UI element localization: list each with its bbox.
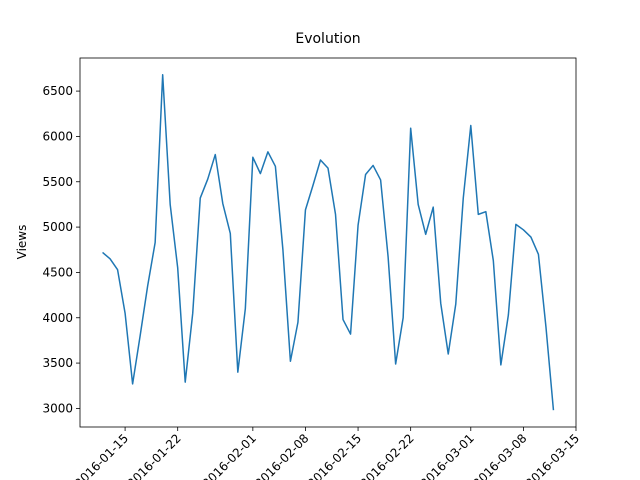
x-tick-label: 2016-03-15 (523, 431, 582, 480)
y-axis-label: Views (15, 225, 29, 260)
y-tick-label: 5000 (42, 220, 73, 234)
plot-frame (79, 57, 577, 428)
y-tick-label: 6500 (42, 84, 73, 98)
y-tick-label: 3500 (42, 356, 73, 370)
x-tick-label: 2016-03-01 (418, 431, 477, 480)
line (102, 74, 555, 411)
y-tick-label: 4000 (42, 311, 73, 325)
y-tick-label: 5500 (42, 175, 73, 189)
y-tick-label: 4500 (42, 265, 73, 279)
x-tick-label: 2016-01-22 (125, 431, 184, 480)
x-tick-label: 2016-02-15 (305, 431, 364, 480)
y-tick-label: 6000 (42, 129, 73, 143)
x-tick-label: 2016-02-08 (252, 431, 311, 480)
x-tick-label: 2016-01-15 (72, 431, 131, 480)
x-tick-label: 2016-02-22 (358, 431, 417, 480)
x-tick-label: 2016-02-01 (200, 431, 259, 480)
chart-title: Evolution (295, 31, 360, 47)
x-tick-label: 2016-03-08 (470, 431, 529, 480)
y-tick-label: 3000 (42, 401, 73, 415)
